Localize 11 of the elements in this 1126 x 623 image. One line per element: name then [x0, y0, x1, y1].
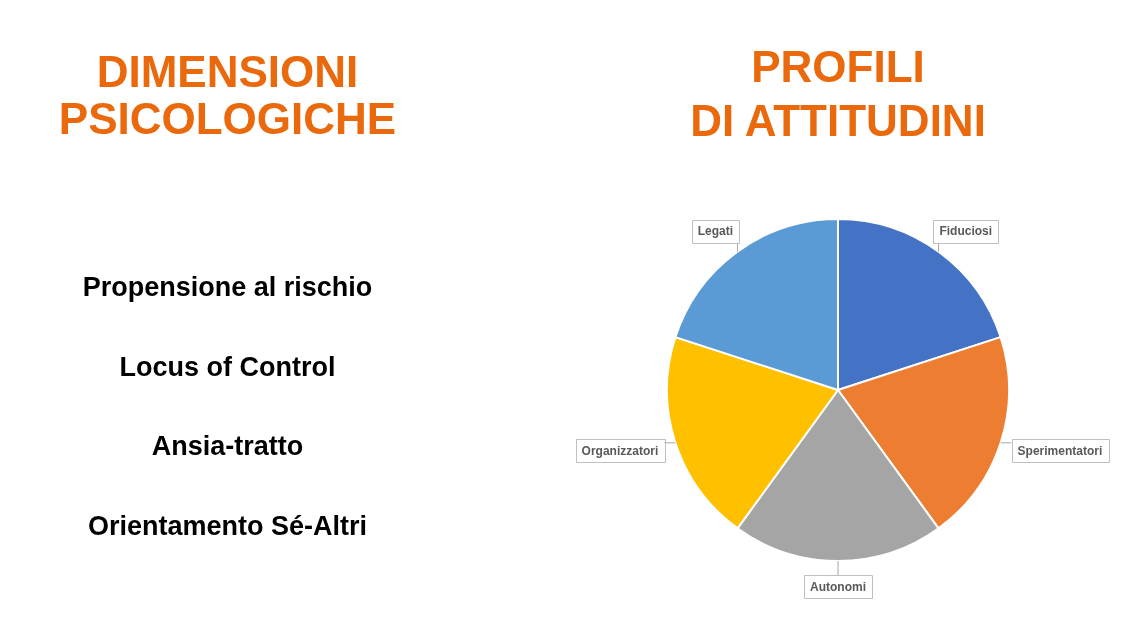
chart-title: PROFILI DI ATTITUDINI	[689, 41, 987, 147]
slice-label: Fiduciosi	[939, 224, 993, 239]
text: DIMENSIONI PSICOLOGICHE	[57, 47, 398, 143]
slice-label: Organizzatori	[581, 444, 659, 459]
slice-label: Legati	[697, 224, 734, 239]
text: Locus of Control	[118, 350, 337, 383]
text: Ansia-tratto	[150, 430, 305, 462]
slice-label: Sperimentatori	[1017, 444, 1103, 459]
text: Propensione al rischio	[81, 271, 374, 303]
text: Orientamento Sé-Altri	[86, 509, 368, 542]
slice-label: Autonomi	[810, 579, 866, 594]
